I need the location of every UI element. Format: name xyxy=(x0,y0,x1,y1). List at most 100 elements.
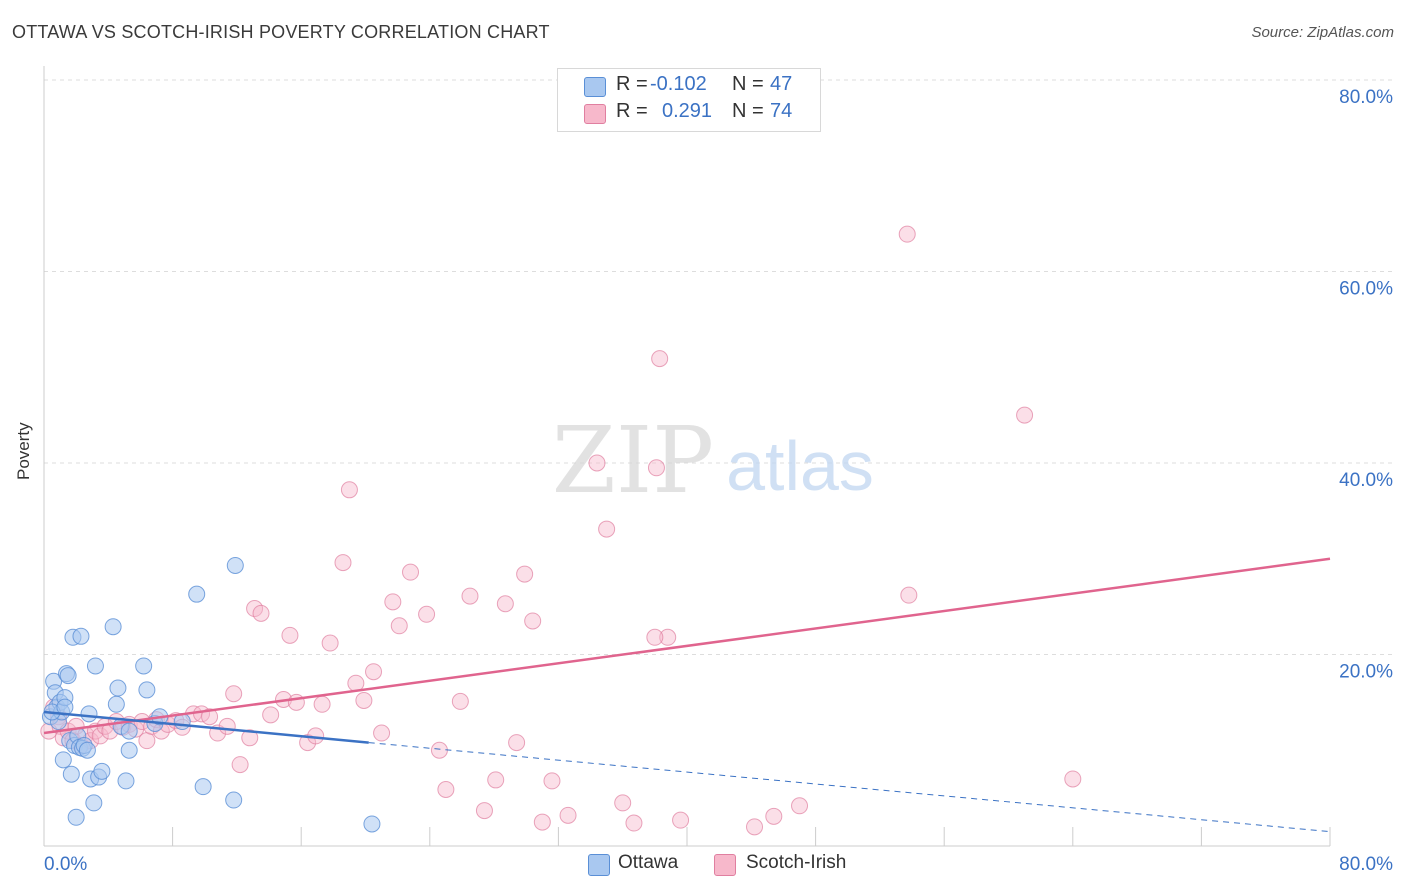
scotch-irish-point xyxy=(231,756,249,774)
scotch-irish-point xyxy=(355,691,373,709)
y-tick-label: 40.0% xyxy=(1339,470,1393,491)
scotch-irish-point xyxy=(430,741,448,759)
scotch-irish-point xyxy=(533,813,551,831)
scotch-irish-point xyxy=(321,634,339,652)
y-tick-label: 60.0% xyxy=(1339,279,1393,300)
scotch-irish-point xyxy=(588,454,606,472)
scotch-irish-point xyxy=(487,771,505,789)
y-tick-label: 20.0% xyxy=(1339,662,1393,683)
ottawa-point xyxy=(188,585,206,603)
legend-r-value-scotch-irish: 0.291 xyxy=(662,100,713,122)
scotch-irish-point xyxy=(646,628,664,646)
ottawa-point xyxy=(85,794,103,812)
ottawa-point xyxy=(138,681,156,699)
scotch-irish-point xyxy=(418,605,436,623)
scotch-irish-point xyxy=(508,734,526,752)
scotch-irish-point xyxy=(598,520,616,538)
scotch-irish-point xyxy=(659,628,677,646)
ottawa-point xyxy=(78,741,96,759)
ottawa-point xyxy=(135,657,153,675)
scotch-irish-point xyxy=(625,814,643,832)
ottawa-trendline-extension xyxy=(368,742,1331,833)
scotch-irish-point xyxy=(334,554,352,572)
scotch-irish-point xyxy=(647,459,665,477)
scotch-irish-point xyxy=(900,586,918,604)
ottawa-trendline xyxy=(43,710,369,744)
scotch-irish-point xyxy=(384,593,402,611)
ottawa-point xyxy=(62,765,80,783)
scotch-irish-point xyxy=(437,781,455,799)
legend-n-value-scotch-irish: 74 xyxy=(770,100,793,122)
scotch-irish-point xyxy=(201,708,219,726)
scotch-irish-point xyxy=(1016,406,1034,424)
ottawa-point xyxy=(93,762,111,780)
scotch-irish-point xyxy=(524,612,542,630)
scotch-irish-trendline xyxy=(43,557,1331,735)
series-label-ottawa: Ottawa xyxy=(618,852,679,873)
watermark-atlas: atlas xyxy=(726,427,874,505)
series-label-scotch-irish: Scotch-Irish xyxy=(746,852,847,873)
series-swatch-scotch-irish xyxy=(714,854,736,876)
correlation-legend: R = -0.102 N = 47 R = 0.291 N = 74 xyxy=(557,68,821,132)
legend-r-label-scotch-irish: R = xyxy=(616,100,648,122)
scotch-irish-point xyxy=(241,729,259,747)
scotch-irish-point xyxy=(746,818,764,836)
ottawa-point xyxy=(117,772,135,790)
scotch-irish-point xyxy=(91,727,109,745)
watermark-zip: ZIP xyxy=(552,407,714,514)
scotch-irish-point xyxy=(651,350,669,368)
scotch-irish-point xyxy=(516,565,534,583)
scotch-irish-point xyxy=(543,772,561,790)
scotch-irish-point xyxy=(262,706,280,724)
x-tick-label: 0.0% xyxy=(44,854,87,875)
ottawa-point xyxy=(107,695,125,713)
scotch-irish-point xyxy=(496,595,514,613)
ottawa-point xyxy=(67,808,85,826)
scotch-irish-point xyxy=(365,663,383,681)
scotch-irish-point xyxy=(373,724,391,742)
ottawa-point xyxy=(225,791,243,809)
scotch-irish-point xyxy=(765,807,783,825)
legend-n-label-ottawa: N = xyxy=(732,73,764,95)
ottawa-point xyxy=(54,751,72,769)
ottawa-point xyxy=(59,667,77,685)
series-legend: Ottawa Scotch-Irish xyxy=(0,852,1406,878)
scotch-irish-point xyxy=(1064,770,1082,788)
legend-swatch-ottawa xyxy=(584,77,606,97)
legend-r-value-ottawa: -0.102 xyxy=(650,73,707,95)
ottawa-point xyxy=(120,722,138,740)
x-tick-label: 80.0% xyxy=(1339,854,1393,875)
legend-r-label-ottawa: R = xyxy=(616,73,648,95)
chart-source: Source: ZipAtlas.com xyxy=(1251,24,1394,41)
scotch-irish-point xyxy=(559,806,577,824)
ottawa-point xyxy=(72,627,90,645)
scotch-irish-point xyxy=(281,626,299,644)
scotch-irish-point xyxy=(791,797,809,815)
ottawa-point xyxy=(80,705,98,723)
scotch-irish-point xyxy=(898,225,916,243)
legend-swatch-scotch-irish xyxy=(584,104,606,124)
scotch-irish-point xyxy=(225,685,243,703)
legend-n-value-ottawa: 47 xyxy=(770,73,793,95)
scotch-irish-point xyxy=(475,802,493,820)
legend-n-label-scotch-irish: N = xyxy=(732,100,764,122)
ottawa-point xyxy=(194,778,212,796)
scotch-irish-point xyxy=(614,794,632,812)
scotch-irish-point xyxy=(402,563,420,581)
scotch-irish-point xyxy=(340,481,358,499)
ottawa-point xyxy=(226,556,244,574)
ottawa-point xyxy=(109,679,127,697)
scotch-irish-point xyxy=(252,604,270,622)
scotch-irish-point xyxy=(218,717,236,735)
series-swatch-ottawa xyxy=(588,854,610,876)
scotch-irish-point xyxy=(287,693,305,711)
scotch-irish-point xyxy=(390,617,408,635)
y-tick-label: 80.0% xyxy=(1339,87,1393,108)
ottawa-point xyxy=(104,618,122,636)
scotch-irish-point xyxy=(461,587,479,605)
scotch-irish-point xyxy=(451,692,469,710)
scotch-irish-point xyxy=(672,811,690,829)
scotch-irish-point xyxy=(138,732,156,750)
ottawa-point xyxy=(120,741,138,759)
